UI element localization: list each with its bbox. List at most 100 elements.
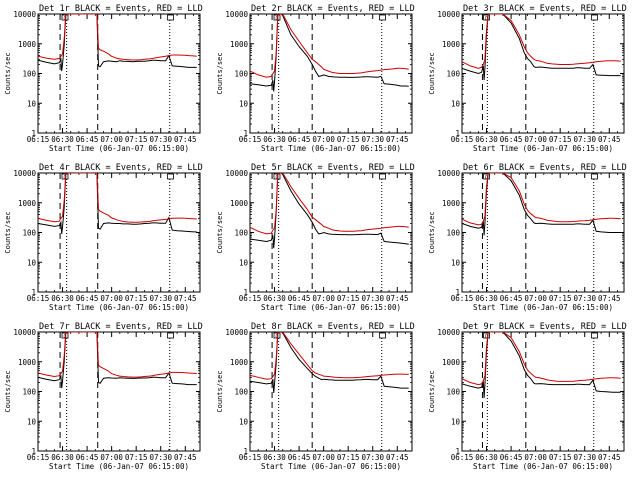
x-tick-label: 07:45 [386, 135, 409, 144]
y-tick-label: 10 [27, 99, 37, 108]
series-events-line [38, 332, 197, 389]
y-tick-label: 10 [239, 258, 249, 267]
y-tick-label: 1 [243, 447, 248, 456]
y-tick-label: 100 [234, 70, 248, 79]
y-tick-label: 10000 [437, 328, 460, 337]
y-tick-label: 10 [239, 417, 249, 426]
flag-marker [167, 173, 174, 180]
x-tick-label: 07:45 [598, 135, 621, 144]
x-tick-label: 06:30 [51, 294, 74, 303]
y-tick-label: 100 [446, 388, 460, 397]
x-tick-label: 07:45 [598, 294, 621, 303]
y-tick-label: 1000 [442, 358, 461, 367]
y-tick-label: 1000 [230, 199, 249, 208]
chart-panel-4: Det 4r BLACK = Events, RED = LLD 1 10 100 10… [4, 163, 203, 312]
y-tick-label: 10000 [225, 169, 248, 178]
x-tick-label: 07:45 [598, 453, 621, 462]
series-lld-line [462, 173, 621, 226]
x-tick-label: 06:15 [27, 453, 50, 462]
x-tick-label: 07:15 [337, 294, 360, 303]
x-tick-label: 06:30 [263, 135, 286, 144]
chart-panel-2: Det 2r BLACK = Events, RED = LLD 1 10 100 10… [216, 4, 415, 153]
x-tick-label: 07:15 [125, 135, 148, 144]
x-tick-label: 06:30 [51, 135, 74, 144]
x-axis-label: Start Time (06-Jan-07 06:15:00) [49, 462, 189, 471]
x-tick-label: 06:45 [500, 453, 523, 462]
chart-panel-5: Det 5r BLACK = Events, RED = LLD 1 10 100 10… [216, 163, 415, 312]
x-tick-label: 06:45 [500, 294, 523, 303]
y-tick-label: 100 [234, 388, 248, 397]
x-tick-label: 06:15 [239, 135, 262, 144]
plot-frame [37, 13, 201, 134]
x-tick-label: 07:30 [149, 453, 172, 462]
x-tick-label: 07:30 [361, 294, 384, 303]
series-events-line [250, 173, 409, 249]
x-tick-label: 07:15 [337, 135, 360, 144]
x-axis-label: Start Time (06-Jan-07 06:15:00) [473, 144, 613, 153]
x-tick-label: 07:00 [524, 294, 547, 303]
y-tick-label: 1 [243, 129, 248, 138]
data-area [462, 14, 621, 81]
x-tick-label: 07:30 [361, 453, 384, 462]
data-area [250, 14, 409, 92]
plot-frame [249, 172, 413, 293]
data-area [38, 332, 197, 389]
x-axis-label: Start Time (06-Jan-07 06:15:00) [49, 144, 189, 153]
y-tick-label: 1 [455, 288, 460, 297]
y-tick-label: 10000 [437, 10, 460, 19]
chart-panel-8: Det 8r BLACK = Events, RED = LLD 1 10 100 10… [216, 322, 415, 471]
x-tick-label: 07:30 [149, 294, 172, 303]
y-tick-label: 1 [31, 129, 36, 138]
x-tick-label: 06:45 [288, 294, 311, 303]
x-tick-label: 07:15 [125, 453, 148, 462]
y-tick-label: 10000 [13, 169, 36, 178]
x-tick-label: 06:15 [451, 453, 474, 462]
x-tick-label: 07:15 [125, 294, 148, 303]
x-tick-label: 06:45 [76, 453, 99, 462]
x-tick-label: 07:15 [549, 135, 572, 144]
y-tick-label: 10000 [13, 328, 36, 337]
flag-marker [483, 332, 490, 339]
x-tick-label: 07:45 [174, 294, 197, 303]
x-tick-label: 07:00 [312, 294, 335, 303]
y-tick-label: 1 [31, 288, 36, 297]
y-tick-label: 100 [22, 229, 36, 238]
panel-title: Det 2r BLACK = Events, RED = LLD [251, 4, 415, 14]
x-tick-label: 06:15 [27, 135, 50, 144]
y-tick-label: 100 [446, 70, 460, 79]
y-tick-label: 100 [446, 229, 460, 238]
x-tick-label: 07:30 [573, 135, 596, 144]
x-tick-label: 07:30 [149, 135, 172, 144]
x-tick-label: 07:45 [386, 453, 409, 462]
panel-title: Det 5r BLACK = Events, RED = LLD [251, 163, 415, 173]
x-tick-label: 06:45 [288, 453, 311, 462]
x-tick-label: 07:45 [386, 294, 409, 303]
series-lld-line [462, 14, 621, 69]
flag-marker [379, 14, 386, 21]
x-tick-label: 07:00 [524, 453, 547, 462]
x-tick-label: 06:30 [475, 294, 498, 303]
y-tick-label: 1 [243, 288, 248, 297]
chart-panel-6: Det 6r BLACK = Events, RED = LLD 1 10 100 10… [428, 163, 627, 312]
chart-panel-1: Det 1r BLACK = Events, RED = LLD 1 10 100 10… [4, 4, 203, 153]
x-tick-label: 06:15 [27, 294, 50, 303]
x-tick-label: 06:15 [451, 135, 474, 144]
chart-panel-7: Det 7r BLACK = Events, RED = LLD 1 10 100 10… [4, 322, 203, 471]
y-tick-label: 1000 [230, 40, 249, 49]
x-axis-label: Start Time (06-Jan-07 06:15:00) [261, 303, 401, 312]
y-axis-label: Counts/sec [428, 52, 436, 94]
x-tick-label: 06:45 [288, 135, 311, 144]
series-events-line [250, 14, 409, 92]
series-lld-line [250, 173, 409, 235]
y-tick-label: 1 [455, 447, 460, 456]
y-axis-label: Counts/sec [4, 52, 12, 94]
panel-title: Det 3r BLACK = Events, RED = LLD [463, 4, 627, 14]
x-tick-label: 07:45 [174, 135, 197, 144]
x-tick-label: 06:30 [475, 453, 498, 462]
x-tick-label: 07:00 [100, 135, 123, 144]
flag-marker [273, 14, 281, 21]
y-tick-label: 10 [451, 99, 461, 108]
flag-marker [273, 173, 281, 180]
flag-label: Q [485, 16, 488, 22]
